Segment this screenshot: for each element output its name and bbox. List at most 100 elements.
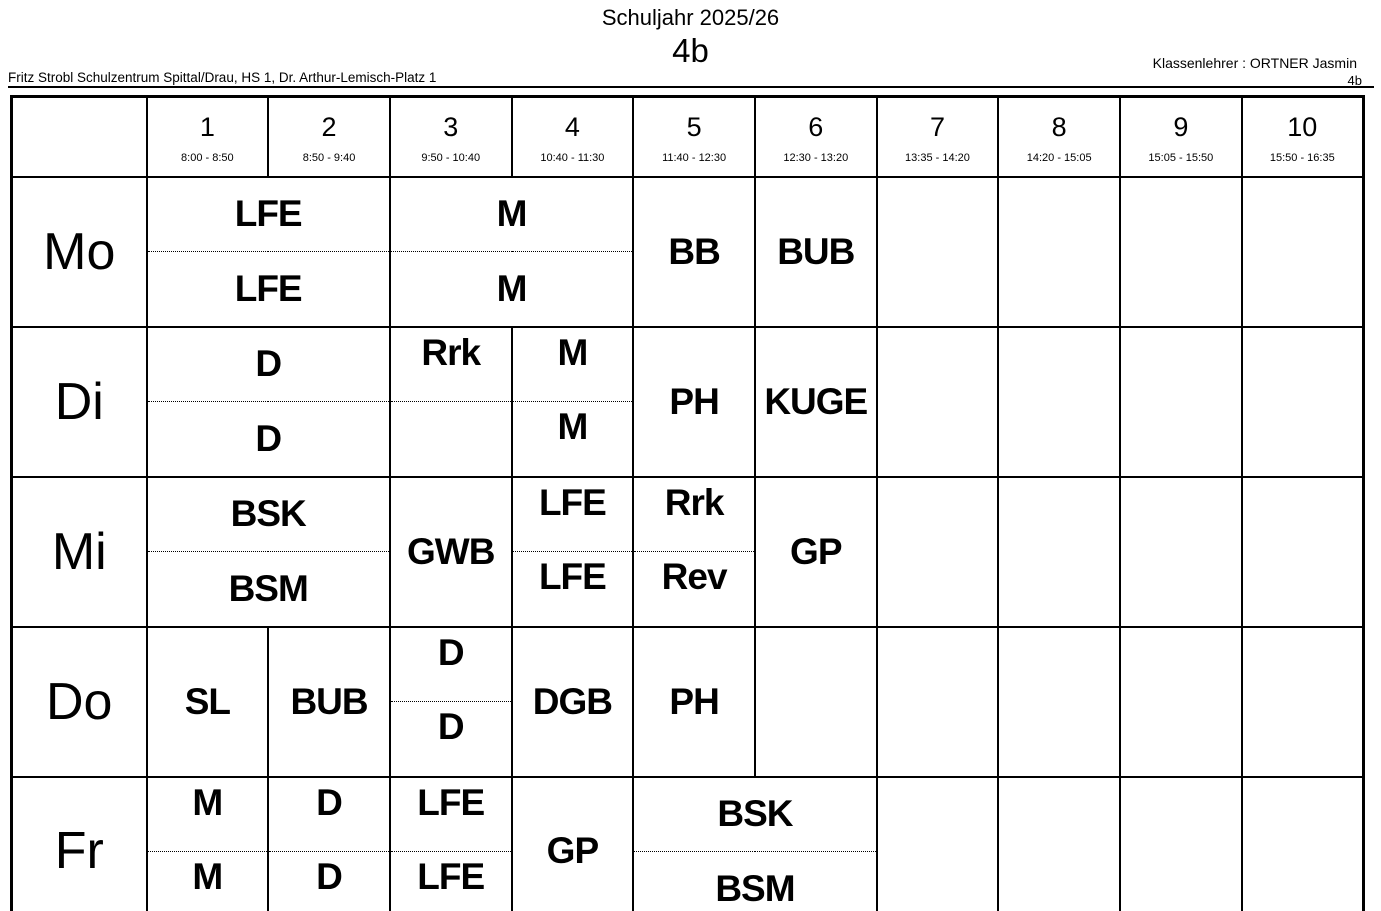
period-time: 8:00 - 8:50 bbox=[181, 151, 234, 164]
empty-cell bbox=[1240, 175, 1365, 328]
empty-cell bbox=[997, 775, 1121, 911]
lesson-cell: BSM bbox=[632, 851, 878, 911]
period-number: 8 bbox=[1051, 111, 1067, 142]
period-header: 1 8:00 - 8:50 bbox=[145, 95, 270, 178]
lesson-cell: LFE bbox=[388, 775, 513, 852]
day-label: Di bbox=[10, 325, 148, 478]
lesson-cell: LFE bbox=[510, 475, 635, 552]
class-teacher-label: Klassenlehrer : ORTNER Jasmin bbox=[1152, 55, 1357, 71]
lesson-cell: BSM bbox=[145, 551, 391, 628]
period-time: 8:50 - 9:40 bbox=[302, 151, 356, 164]
lesson-cell: LFE bbox=[145, 251, 391, 328]
period-number: 7 bbox=[929, 111, 945, 142]
empty-cell bbox=[1240, 625, 1365, 778]
period-number: 9 bbox=[1173, 111, 1189, 142]
day-row-di-bottom: D M bbox=[12, 401, 1364, 478]
period-time: 15:50 - 16:35 bbox=[1269, 151, 1335, 164]
lesson-cell: D bbox=[267, 775, 391, 852]
empty-cell bbox=[1119, 475, 1243, 628]
lesson-cell: Rrk bbox=[388, 325, 513, 402]
period-time: 11:40 - 12:30 bbox=[662, 151, 727, 164]
lesson-cell: D bbox=[145, 325, 391, 402]
period-header: 7 13:35 - 14:20 bbox=[875, 95, 1000, 178]
day-label: Mo bbox=[10, 175, 148, 328]
day-row-fr-top: Fr M D LFE GP BSK bbox=[10, 775, 1365, 911]
lesson-cell: D bbox=[388, 625, 513, 702]
empty-cell bbox=[875, 625, 1000, 778]
empty-cell bbox=[875, 175, 1000, 328]
lesson-cell: D bbox=[388, 701, 513, 778]
lesson-cell: LFE bbox=[145, 175, 391, 252]
period-header: 8 14:20 - 15:05 bbox=[997, 95, 1121, 178]
class-title: 4b bbox=[672, 32, 709, 69]
empty-cell bbox=[997, 325, 1121, 478]
period-number: 1 bbox=[199, 111, 215, 142]
day-row-mi-bottom: BSM LFE Rev bbox=[12, 551, 1364, 628]
empty-cell bbox=[1240, 325, 1365, 478]
period-time: 15:05 - 15:50 bbox=[1148, 151, 1214, 164]
empty-cell bbox=[1240, 475, 1365, 628]
empty-cell bbox=[1119, 625, 1243, 778]
page-header: Schuljahr 2025/26 4b Klassenlehrer : ORT… bbox=[0, 0, 1381, 95]
lesson-cell: LFE bbox=[388, 851, 513, 911]
period-header: 3 9:50 - 10:40 bbox=[388, 95, 513, 178]
period-header: 9 15:05 - 15:50 bbox=[1119, 95, 1243, 178]
lesson-cell: Rrk bbox=[632, 475, 756, 552]
lesson-cell: PH bbox=[632, 325, 756, 478]
empty-cell bbox=[875, 325, 1000, 478]
lesson-cell: GWB bbox=[388, 475, 513, 628]
period-time: 12:30 - 13:20 bbox=[783, 151, 849, 164]
lesson-cell: KUGE bbox=[753, 325, 878, 478]
day-row-fr-bottom: M D LFE BSM bbox=[12, 851, 1364, 911]
empty-cell bbox=[1119, 325, 1243, 478]
lesson-cell: Rev bbox=[632, 551, 756, 628]
empty-cell bbox=[875, 475, 1000, 628]
day-row-di-top: Di D Rrk M PH KUGE bbox=[10, 325, 1365, 478]
lesson-cell: D bbox=[267, 851, 391, 911]
schoolyear-title: Schuljahr 2025/26 bbox=[601, 5, 780, 30]
period-number: 2 bbox=[321, 111, 337, 142]
period-number: 6 bbox=[808, 111, 824, 142]
lesson-cell: M bbox=[145, 851, 270, 911]
period-header: 4 10:40 - 11:30 bbox=[510, 95, 635, 178]
lesson-cell bbox=[388, 401, 513, 478]
lesson-cell: PH bbox=[632, 625, 756, 778]
lesson-cell: BUB bbox=[267, 625, 391, 778]
period-number: 3 bbox=[443, 111, 459, 142]
period-header: 10 15:50 - 16:35 bbox=[1240, 95, 1365, 178]
lesson-cell: BB bbox=[632, 175, 756, 328]
lesson-cell: D bbox=[145, 401, 391, 478]
empty-cell bbox=[753, 625, 878, 778]
empty-cell bbox=[997, 475, 1121, 628]
timetable: 1 8:00 - 8:50 2 8:50 - 9:40 3 9:50 - 10:40 … bbox=[10, 95, 1365, 911]
period-number: 5 bbox=[686, 111, 702, 142]
period-header: 2 8:50 - 9:40 bbox=[267, 95, 391, 178]
lesson-cell: M bbox=[510, 325, 635, 402]
empty-cell bbox=[1119, 775, 1243, 911]
period-number: 4 bbox=[564, 111, 580, 142]
period-header: 6 12:30 - 13:20 bbox=[753, 95, 878, 178]
lesson-cell: M bbox=[388, 251, 635, 328]
lesson-cell: M bbox=[145, 775, 270, 852]
period-header-row: 1 8:00 - 8:50 2 8:50 - 9:40 3 9:50 - 10:40 … bbox=[10, 95, 1365, 178]
lesson-cell: BUB bbox=[753, 175, 878, 328]
period-time: 9:50 - 10:40 bbox=[421, 151, 481, 164]
header-divider bbox=[8, 86, 1374, 88]
day-row-do-top: Do SL BUB D DGB PH bbox=[10, 625, 1365, 778]
empty-cell bbox=[1240, 775, 1365, 911]
empty-cell bbox=[875, 775, 1000, 911]
lesson-cell: GP bbox=[510, 775, 635, 911]
school-address: Fritz Strobl Schulzentrum Spittal/Drau, … bbox=[8, 70, 437, 85]
day-row-do-bottom: D bbox=[12, 701, 1364, 778]
day-row-mi-top: Mi BSK GWB LFE Rrk GP bbox=[10, 475, 1365, 628]
lesson-cell: LFE bbox=[510, 551, 635, 628]
lesson-cell: M bbox=[510, 401, 635, 478]
empty-cell bbox=[1119, 175, 1243, 328]
class-short-label: 4b bbox=[1347, 73, 1362, 88]
lesson-cell: DGB bbox=[510, 625, 635, 778]
period-time: 10:40 - 11:30 bbox=[540, 151, 605, 164]
empty-cell bbox=[997, 625, 1121, 778]
lesson-cell: M bbox=[388, 175, 635, 252]
day-row-mo-bottom: LFE M bbox=[12, 251, 1364, 328]
day-label: Fr bbox=[10, 775, 148, 911]
